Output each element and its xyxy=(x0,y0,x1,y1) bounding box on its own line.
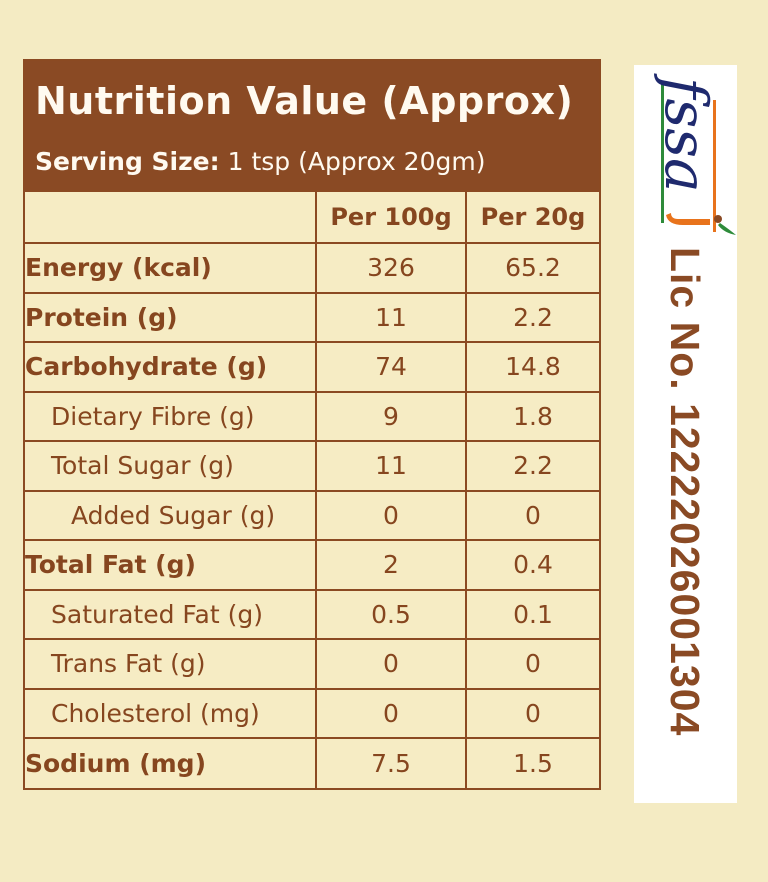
fssai-logo-icon: fssa xyxy=(652,73,736,235)
table-row: Dietary Fibre (g) 9 1.8 xyxy=(25,390,599,442)
value-per-20g: 0 xyxy=(465,687,599,739)
value-per-100g: 0 xyxy=(315,687,467,739)
value-per-100g: 11 xyxy=(315,291,467,343)
value-per-100g: 0.5 xyxy=(315,588,467,640)
value-per-100g: 2 xyxy=(315,539,467,591)
value-per-100g: 326 xyxy=(315,242,467,294)
nutrition-table: Per 100g Per 20g Energy (kcal) 326 65.2 … xyxy=(25,192,599,788)
column-header-nutrient xyxy=(25,192,317,244)
value-per-20g: 0 xyxy=(465,638,599,690)
value-per-100g: 74 xyxy=(315,341,467,393)
nutrient-name: Cholesterol (mg) xyxy=(25,687,317,739)
table-row: Added Sugar (g) 0 0 xyxy=(25,489,599,541)
value-per-20g: 1.8 xyxy=(465,390,599,442)
table-row: Trans Fat (g) 0 0 xyxy=(25,638,599,690)
serving-size-label: Serving Size: xyxy=(35,147,220,176)
value-per-20g: 0 xyxy=(465,489,599,541)
serving-size-value: 1 tsp (Approx 20gm) xyxy=(227,147,486,176)
table-row: Cholesterol (mg) 0 0 xyxy=(25,687,599,739)
serving-size: Serving Size: 1 tsp (Approx 20gm) xyxy=(35,147,599,177)
table-row: Energy (kcal) 326 65.2 xyxy=(25,242,599,294)
table-row: Total Fat (g) 2 0.4 xyxy=(25,539,599,591)
nutrient-name: Carbohydrate (g) xyxy=(25,341,317,393)
nutrient-name: Added Sugar (g) xyxy=(25,489,317,541)
table-row: Saturated Fat (g) 0.5 0.1 xyxy=(25,588,599,640)
fssai-license-box: fssa Lic No. 12222026001304 xyxy=(634,65,737,803)
value-per-20g: 1.5 xyxy=(465,737,599,788)
value-per-100g: 11 xyxy=(315,440,467,492)
value-per-20g: 2.2 xyxy=(465,291,599,343)
value-per-100g: 7.5 xyxy=(315,737,467,788)
nutrient-name: Saturated Fat (g) xyxy=(25,588,317,640)
table-row: Protein (g) 11 2.2 xyxy=(25,291,599,343)
value-per-20g: 65.2 xyxy=(465,242,599,294)
nutrient-name: Trans Fat (g) xyxy=(25,638,317,690)
value-per-20g: 2.2 xyxy=(465,440,599,492)
table-row: Carbohydrate (g) 74 14.8 xyxy=(25,341,599,393)
license-number: Lic No. 12222026001304 xyxy=(662,247,708,737)
column-header-per-100g: Per 100g xyxy=(315,192,467,244)
table-row: Sodium (mg) 7.5 1.5 xyxy=(25,737,599,788)
nutrition-table-panel: Nutrition Value (Approx) Serving Size: 1… xyxy=(23,59,601,790)
nutrient-name: Protein (g) xyxy=(25,291,317,343)
svg-text:fssa: fssa xyxy=(652,73,720,193)
table-row: Total Sugar (g) 11 2.2 xyxy=(25,440,599,492)
nutrition-title: Nutrition Value (Approx) xyxy=(35,79,574,123)
nutrient-name: Total Fat (g) xyxy=(25,539,317,591)
nutrition-header: Nutrition Value (Approx) Serving Size: 1… xyxy=(25,61,599,192)
nutrient-name: Dietary Fibre (g) xyxy=(25,390,317,442)
value-per-100g: 0 xyxy=(315,489,467,541)
nutrient-name: Energy (kcal) xyxy=(25,242,317,294)
value-per-100g: 0 xyxy=(315,638,467,690)
nutrient-name: Sodium (mg) xyxy=(25,737,317,788)
column-header-per-20g: Per 20g xyxy=(465,192,599,244)
value-per-20g: 0.4 xyxy=(465,539,599,591)
nutrient-name: Total Sugar (g) xyxy=(25,440,317,492)
table-header-row: Per 100g Per 20g xyxy=(25,192,599,244)
value-per-20g: 0.1 xyxy=(465,588,599,640)
value-per-20g: 14.8 xyxy=(465,341,599,393)
value-per-100g: 9 xyxy=(315,390,467,442)
